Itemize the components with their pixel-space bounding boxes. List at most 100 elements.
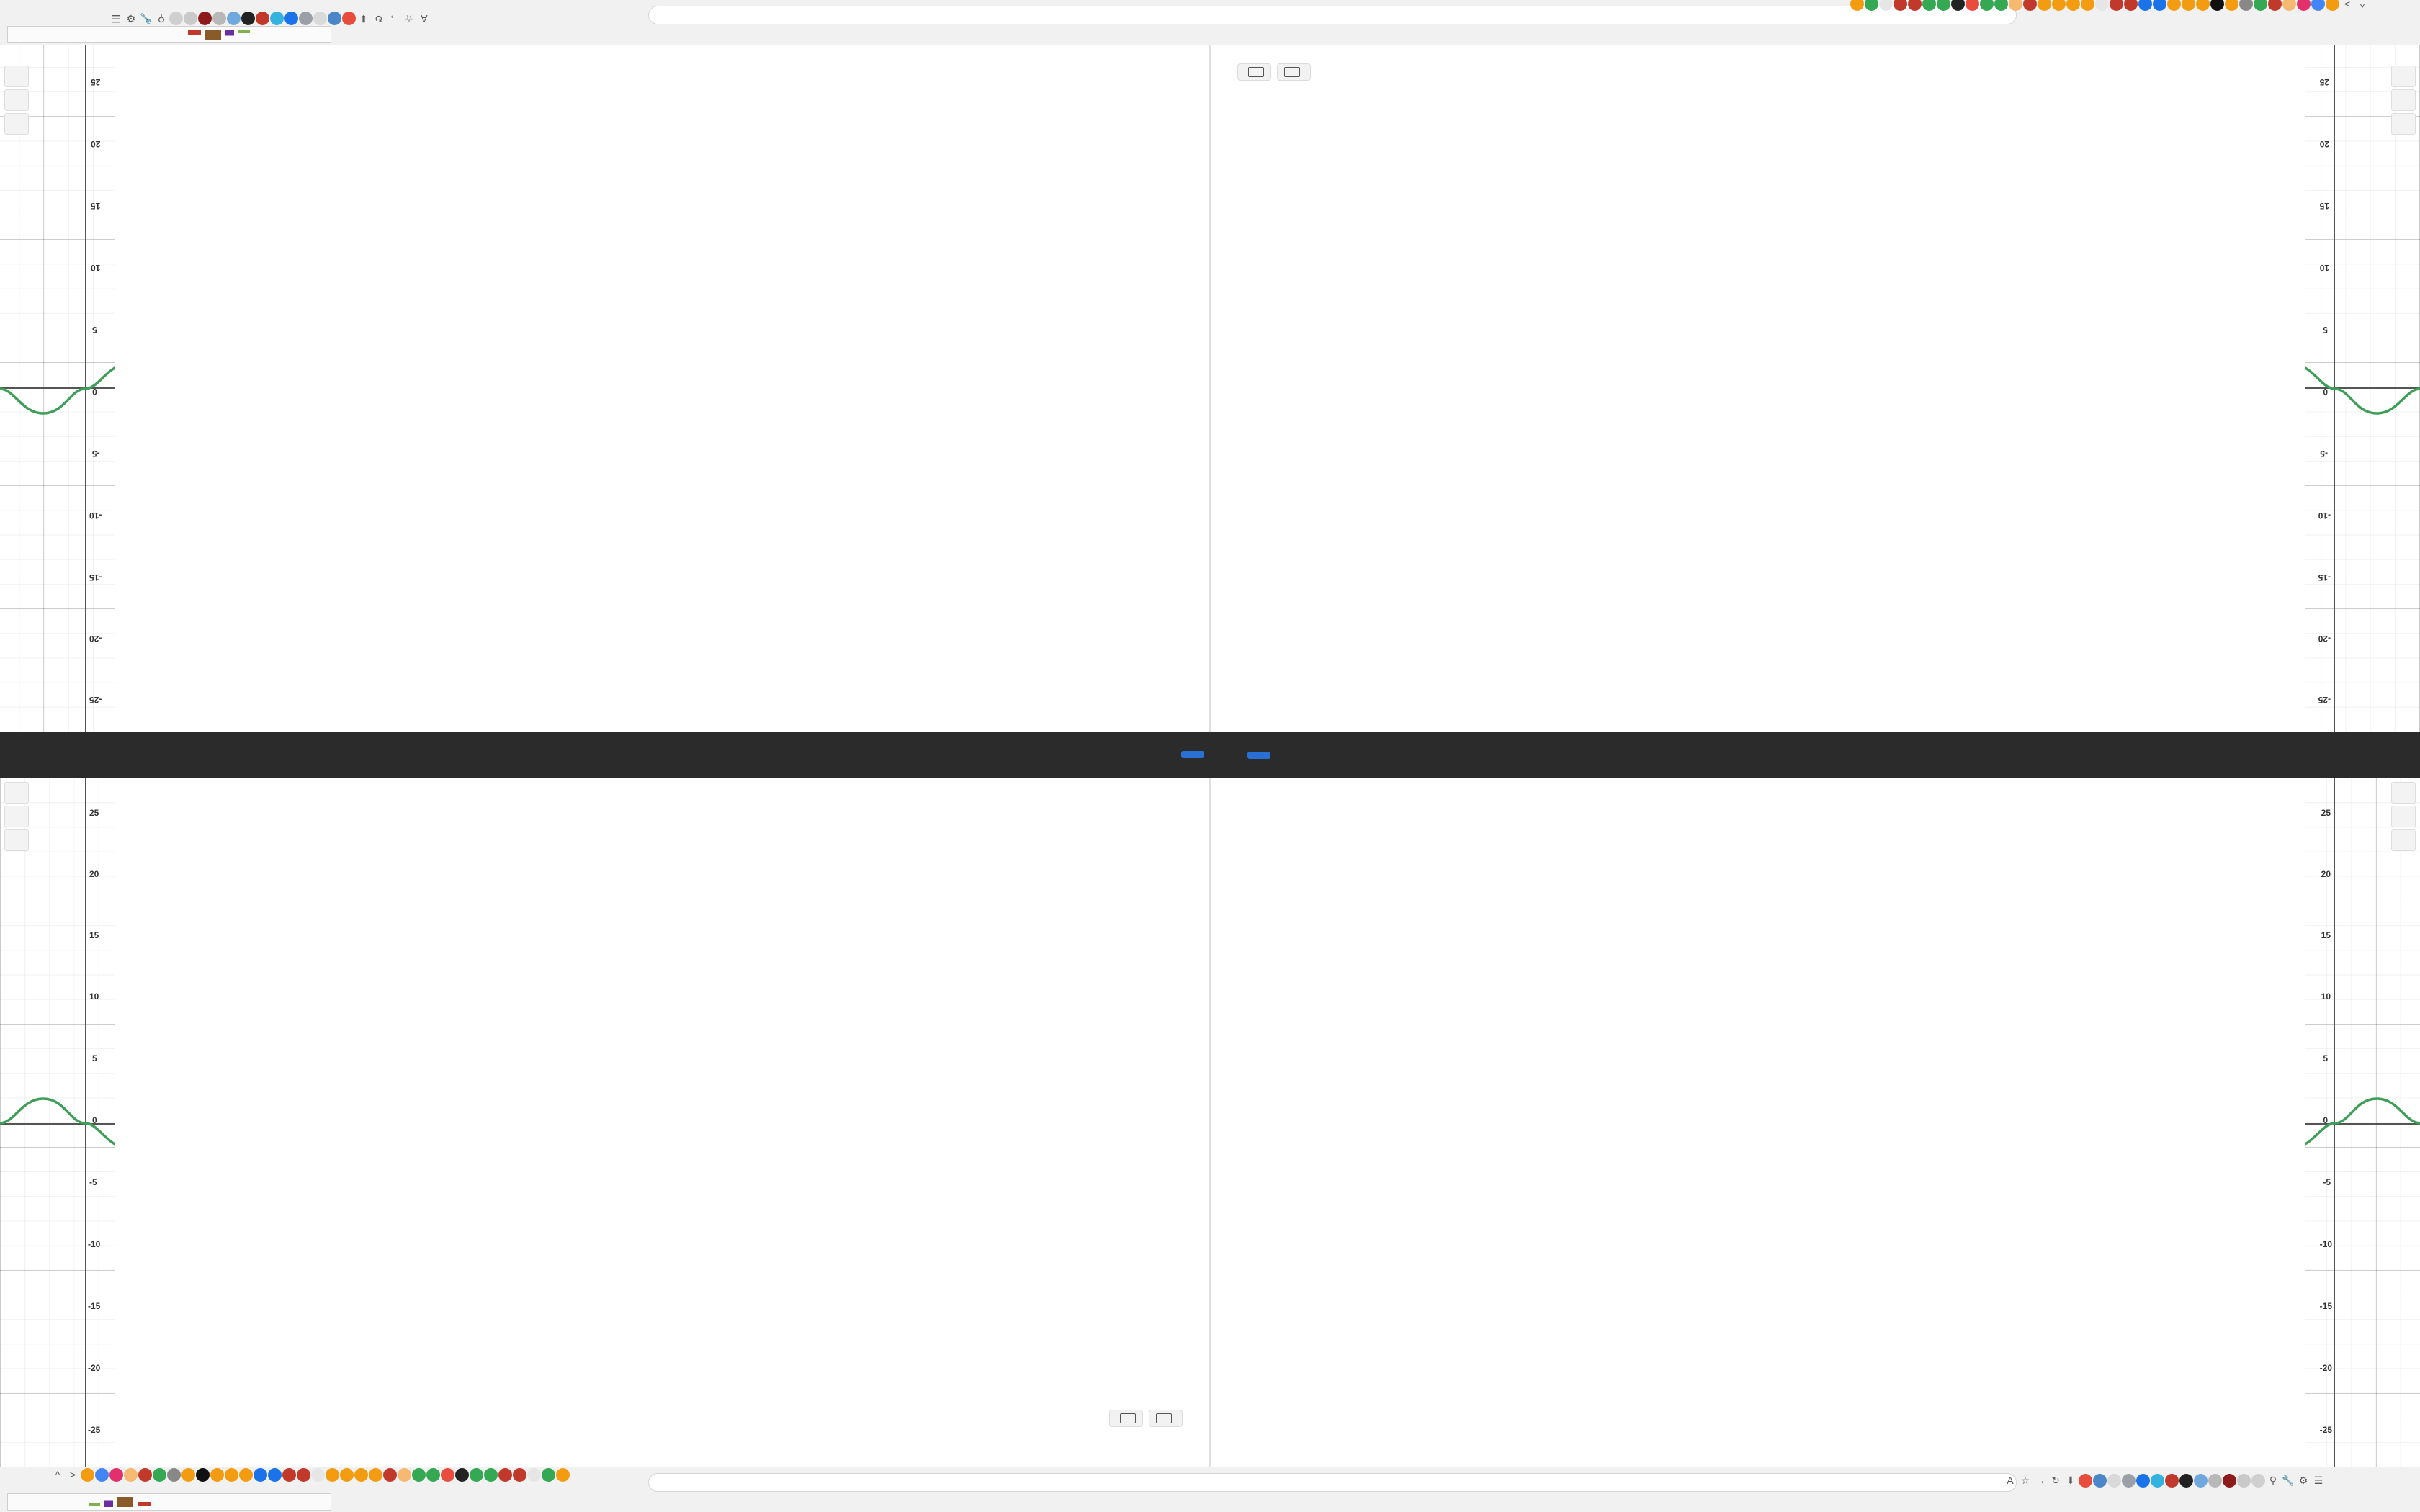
bookmark-icon[interactable] <box>470 1467 483 1482</box>
extension-icon[interactable] <box>2151 1473 2164 1488</box>
home-icon[interactable] <box>2391 113 2416 135</box>
extension-icon[interactable] <box>256 12 269 26</box>
chevron-expand-icon[interactable]: ^ <box>2360 0 2365 10</box>
home-icon[interactable] <box>4 113 29 135</box>
bookmark-star-icon[interactable]: ☆ <box>2020 1474 2030 1486</box>
system-monitor-top[interactable] <box>7 26 331 43</box>
puzzle-extensions-icon[interactable]: ⚲ <box>157 13 166 25</box>
bookmark-icon[interactable] <box>1894 0 1907 12</box>
back-arrow-icon[interactable]: → <box>2035 1475 2045 1486</box>
bookmark-icon[interactable] <box>124 1467 138 1482</box>
keyboard-toggle-button[interactable] <box>1109 1410 1143 1427</box>
zoom-out-button[interactable] <box>2391 806 2416 827</box>
extension-icon[interactable] <box>212 12 226 26</box>
bookmark-icon[interactable] <box>1850 0 1864 12</box>
extension-icon[interactable] <box>2237 1473 2251 1488</box>
extension-icon[interactable] <box>2179 1473 2193 1488</box>
extension-icon-row-top[interactable]: A ☆ → ↻ ⬇ ⚲ 🔧 ⚙ ☰ <box>109 12 432 26</box>
bookmark-icon[interactable] <box>2052 0 2066 12</box>
bookmark-icon[interactable] <box>398 1467 411 1482</box>
bookmark-icon[interactable] <box>441 1467 454 1482</box>
extension-icon[interactable] <box>2194 1473 2208 1488</box>
bookmark-icon[interactable] <box>2210 0 2224 12</box>
bookmark-icon[interactable] <box>484 1467 498 1482</box>
reload-icon[interactable]: ↻ <box>375 13 383 25</box>
bookmark-star-icon[interactable]: ☆ <box>404 13 414 25</box>
extension-icon[interactable] <box>2122 1473 2136 1488</box>
extension-icon[interactable] <box>2165 1473 2179 1488</box>
graph-zoom-controls[interactable] <box>2391 66 2416 135</box>
extension-icon[interactable] <box>2136 1473 2150 1488</box>
expression-list-upper-left[interactable] <box>1210 45 2305 732</box>
browser-menu-icon[interactable]: ☰ <box>2313 1474 2323 1486</box>
bookmark-icon[interactable] <box>513 1467 526 1482</box>
bookmark-icon[interactable] <box>354 1467 368 1482</box>
bookmark-icon[interactable] <box>2268 0 2282 12</box>
download-icon[interactable]: ⬇ <box>359 13 368 25</box>
bookmark-icon[interactable] <box>239 1467 253 1482</box>
bookmark-icon[interactable] <box>182 1467 195 1482</box>
save-bar[interactable] <box>0 732 2420 778</box>
bookmark-icon[interactable] <box>426 1467 440 1482</box>
extension-icon[interactable] <box>2079 1473 2092 1488</box>
address-bar-top[interactable] <box>648 6 2017 24</box>
download-icon[interactable]: ⬇ <box>2066 1474 2075 1486</box>
graph-zoom-controls[interactable] <box>4 782 29 851</box>
extension-icon-row-bottom[interactable]: A ☆ → ↻ ⬇ ⚲ 🔧 ⚙ ☰ <box>2002 1473 2326 1488</box>
translate-icon[interactable]: A <box>421 13 428 24</box>
bookmark-icon[interactable] <box>2066 0 2080 12</box>
bookmark-icon[interactable] <box>498 1467 512 1482</box>
home-icon[interactable] <box>2391 829 2416 851</box>
bookmark-icon[interactable] <box>109 1467 123 1482</box>
bookmark-icon[interactable] <box>2282 0 2296 12</box>
bookmark-icon[interactable] <box>268 1467 282 1482</box>
bookmark-icon[interactable] <box>1994 0 2008 12</box>
extension-icon[interactable] <box>169 12 183 26</box>
address-bar-bottom[interactable] <box>648 1473 2017 1492</box>
reload-icon[interactable]: ↻ <box>2051 1474 2060 1486</box>
bookmark-icon[interactable] <box>2138 0 2152 12</box>
bookmark-icon[interactable] <box>1879 0 1893 12</box>
bookmark-icon[interactable] <box>2297 0 2311 12</box>
chevron-right-icon[interactable]: > <box>69 1469 76 1480</box>
bookmark-icon[interactable] <box>95 1467 109 1482</box>
extension-icon[interactable] <box>2093 1473 2107 1488</box>
expression-list-upper-right[interactable] <box>115 45 1210 732</box>
zoom-out-button[interactable] <box>4 806 29 827</box>
bookmark-bar-top[interactable]: ^ > <box>1850 0 2370 12</box>
extension-icon[interactable] <box>2107 1473 2121 1488</box>
back-arrow-icon[interactable]: → <box>389 13 399 24</box>
bookmark-icon[interactable] <box>326 1467 339 1482</box>
save-bar-left-flipped[interactable] <box>1144 732 1210 778</box>
bookmark-icon[interactable] <box>2110 0 2123 12</box>
bookmark-icon[interactable] <box>2254 0 2267 12</box>
gear-icon[interactable]: ⚙ <box>126 13 136 25</box>
zoom-in-button[interactable] <box>2391 66 2416 87</box>
system-monitor-bottom[interactable] <box>7 1493 331 1511</box>
extension-icon[interactable] <box>241 12 255 26</box>
keyboard-toggle-button[interactable] <box>1149 1410 1183 1427</box>
bookmark-icon[interactable] <box>2081 0 2094 12</box>
bookmark-icon[interactable] <box>2038 0 2051 12</box>
puzzle-extensions-icon[interactable]: ⚲ <box>2269 1474 2277 1486</box>
extension-icon[interactable] <box>2251 1473 2265 1488</box>
bookmark-icon[interactable] <box>311 1467 325 1482</box>
extension-icon[interactable] <box>227 12 241 26</box>
bookmark-icon[interactable] <box>412 1467 426 1482</box>
zoom-in-button[interactable] <box>4 782 29 804</box>
keyboard-toggle-row-lower[interactable] <box>1109 1410 1183 1427</box>
bookmark-icon[interactable] <box>196 1467 210 1482</box>
extension-icon[interactable] <box>328 12 341 26</box>
bookmark-icon[interactable] <box>81 1467 94 1482</box>
keyboard-toggle-button[interactable] <box>1277 63 1311 81</box>
bookmark-icon[interactable] <box>210 1467 224 1482</box>
bookmark-icon[interactable] <box>2124 0 2138 12</box>
bookmark-icon[interactable] <box>138 1467 152 1482</box>
bookmark-icon[interactable] <box>254 1467 267 1482</box>
bookmark-icon[interactable] <box>297 1467 310 1482</box>
zoom-out-button[interactable] <box>2391 89 2416 111</box>
bookmark-icon[interactable] <box>455 1467 469 1482</box>
extension-icon[interactable] <box>299 12 313 26</box>
save-bar-right[interactable] <box>1210 732 1276 778</box>
bookmark-icon[interactable] <box>2095 0 2109 12</box>
